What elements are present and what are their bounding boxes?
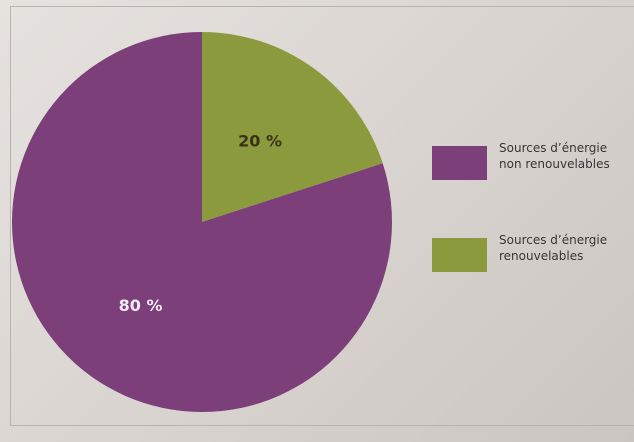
legend-item-renewable: Sources d’énergie renouvelables <box>432 232 632 272</box>
legend: Sources d’énergie non renouvelables Sour… <box>432 140 632 324</box>
pie-label-renewable: 20 % <box>238 132 282 151</box>
pie-slice-renewable <box>202 32 383 222</box>
legend-swatch-non-renewable <box>432 146 487 180</box>
legend-item-non-renewable: Sources d’énergie non renouvelables <box>432 140 632 180</box>
legend-label-non-renewable: Sources d’énergie non renouvelables <box>499 141 610 171</box>
pie-slice-non-renewable <box>12 32 392 412</box>
pie-label-non-renewable: 80 % <box>119 296 163 315</box>
legend-swatch-renewable <box>432 238 487 272</box>
chart-frame <box>10 6 634 426</box>
legend-label-renewable: Sources d’énergie renouvelables <box>499 233 608 263</box>
